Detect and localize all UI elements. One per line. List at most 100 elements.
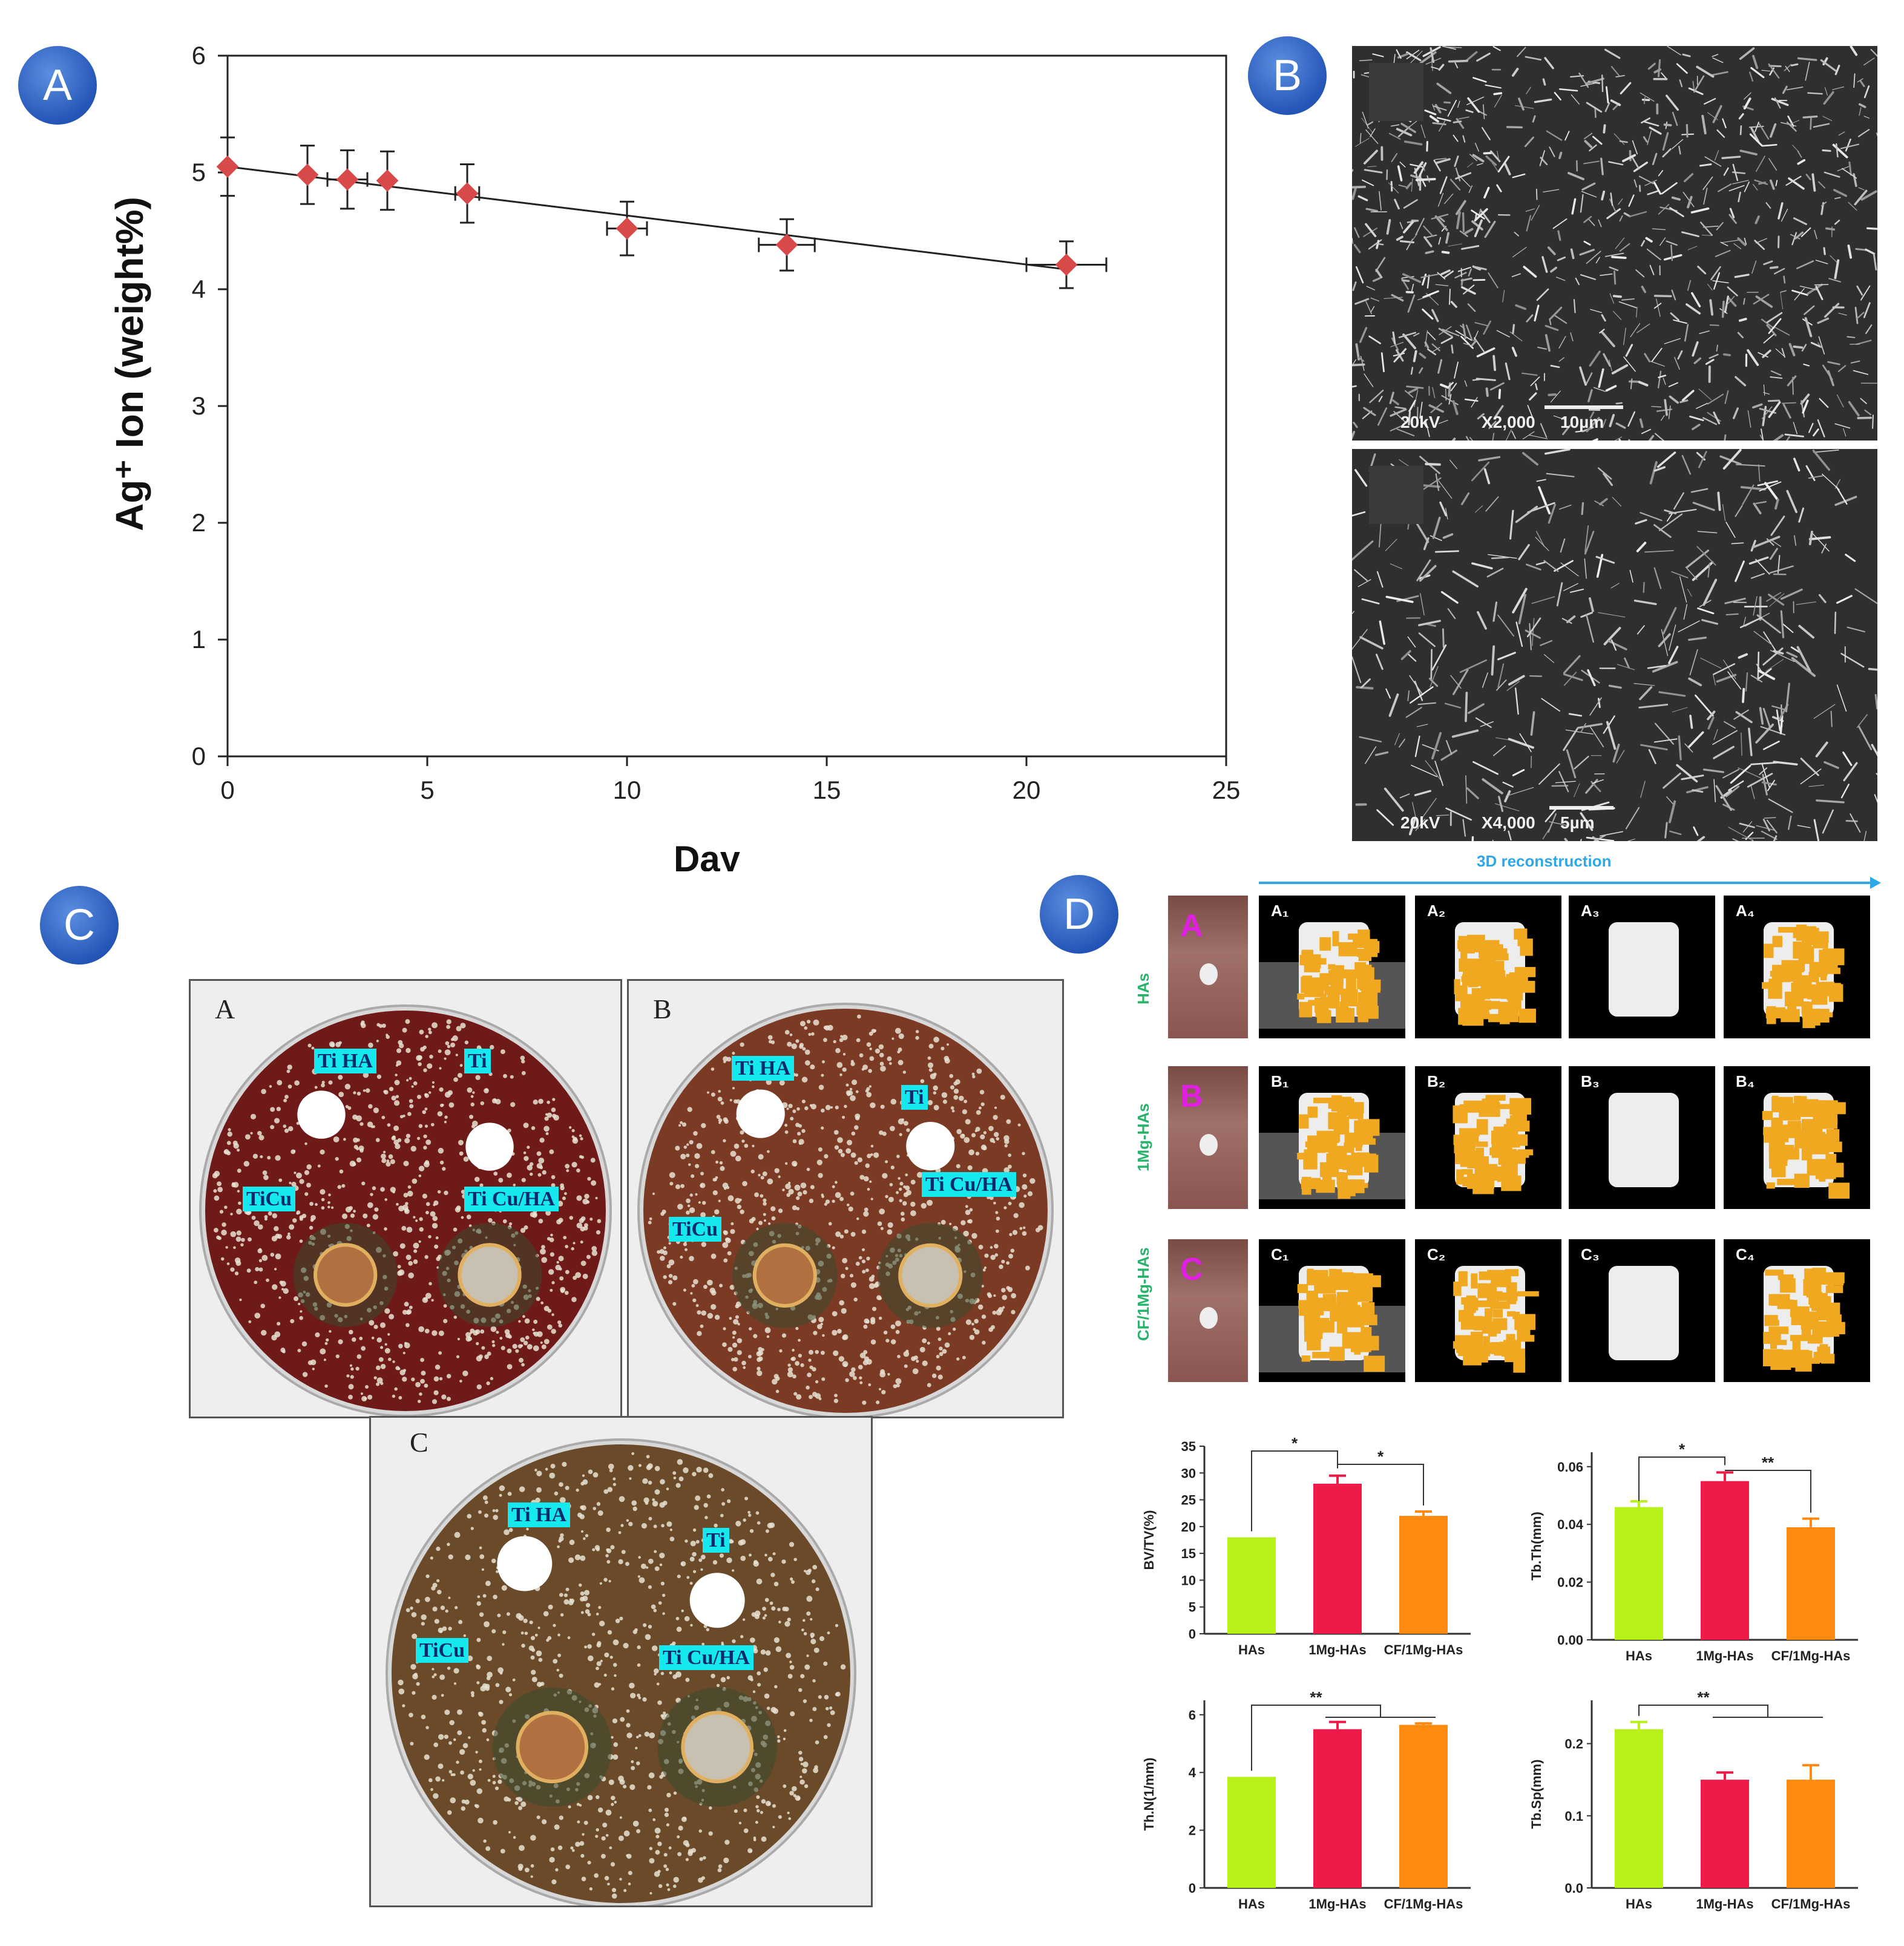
bacterial-colony (309, 1225, 314, 1230)
bacterial-colony (798, 1751, 803, 1755)
sem-crystal (1448, 243, 1462, 247)
bacterial-colony (797, 1191, 803, 1197)
bacterial-colony (1001, 1288, 1006, 1292)
sem-crystal (1496, 330, 1510, 338)
bacterial-colony (424, 1754, 430, 1760)
sem-crystal (1697, 266, 1707, 275)
sem-crystal (1788, 815, 1792, 830)
sem-crystal (1515, 687, 1519, 715)
sem-crystal (1734, 274, 1750, 278)
bacterial-colony (444, 1734, 448, 1739)
sem-crystal (1515, 304, 1527, 310)
sem-crystal (1848, 161, 1852, 176)
bacterial-colony (476, 1601, 481, 1606)
bacterial-colony (781, 1333, 787, 1338)
bacterial-colony (899, 1199, 902, 1202)
sem-crystal (1670, 244, 1673, 261)
bacterial-colony (534, 1633, 538, 1637)
sem-crystal (1800, 393, 1810, 405)
bacterial-colony (788, 1182, 791, 1185)
bacterial-colony (1022, 1152, 1025, 1155)
bacterial-colony (761, 1348, 764, 1351)
bacterial-colony (399, 1243, 405, 1249)
bone-ingrowth (1331, 1096, 1351, 1107)
bone-ingrowth (1792, 1352, 1806, 1367)
sem-crystal (1606, 721, 1617, 750)
bacterial-colony (789, 1577, 793, 1581)
sem-crystal (1820, 201, 1827, 207)
sem-crystal (1430, 402, 1443, 413)
bacterial-colony (895, 1027, 901, 1034)
bacterial-colony (540, 1341, 543, 1344)
bacterial-colony (686, 1198, 691, 1204)
sem-crystal (1609, 266, 1619, 271)
sem-crystal (1649, 264, 1655, 275)
sem-crystal (1457, 100, 1460, 108)
sem-crystal (1449, 289, 1451, 305)
bacterial-colony (722, 1182, 729, 1188)
bacterial-colony (421, 1622, 425, 1626)
bacterial-colony (619, 1878, 622, 1881)
bacterial-colony (255, 1266, 260, 1272)
bacterial-colony (688, 1850, 693, 1856)
bacterial-colony (596, 1795, 600, 1800)
bacterial-colony (878, 1387, 882, 1391)
bacterial-colony (965, 1119, 971, 1125)
bacterial-colony (550, 1252, 555, 1257)
sem-crystal (1754, 179, 1768, 185)
bone-ingrowth (1301, 951, 1308, 956)
sample-disc (497, 1536, 553, 1591)
sem-crystal (1696, 402, 1708, 409)
bacterial-colony (666, 1487, 669, 1490)
bacterial-colony (687, 1204, 691, 1208)
bacterial-colony (436, 1590, 442, 1594)
sem-crystal (1738, 191, 1741, 203)
bacterial-colony (428, 1282, 432, 1286)
bacterial-colony (607, 1630, 612, 1635)
sem-crystal (1619, 140, 1628, 143)
bacterial-colony (880, 1066, 886, 1072)
sem-crystal (1766, 538, 1774, 546)
bacterial-colony (481, 1568, 484, 1571)
sem-crystal (1547, 246, 1556, 255)
sem-crystal (1545, 334, 1551, 352)
bacterial-colony (777, 1739, 781, 1743)
sem-crystal (1696, 65, 1715, 78)
bar (1313, 1484, 1362, 1634)
sem-crystal (1573, 299, 1576, 313)
sem-crystal (1459, 659, 1488, 673)
bacterial-colony (965, 1210, 971, 1215)
bacterial-colony (384, 1343, 387, 1346)
bacterial-colony (418, 1124, 423, 1129)
bacterial-colony (893, 1384, 898, 1389)
bacterial-colony (507, 1798, 511, 1802)
sem-crystal (1583, 160, 1600, 165)
sem-crystal (1715, 249, 1731, 257)
bacterial-colony (859, 1352, 866, 1358)
bacterial-colony (418, 1055, 422, 1060)
sem-crystal (1468, 185, 1473, 193)
bone-ingrowth (1795, 1096, 1804, 1110)
sem-crystal (1607, 640, 1627, 650)
bacterial-colony (434, 1619, 439, 1624)
sem-crystal (1425, 462, 1441, 466)
bacterial-colony (714, 1523, 718, 1528)
bacterial-colony (433, 1376, 439, 1382)
bacterial-colony (573, 1242, 576, 1245)
bacterial-colony (320, 1149, 325, 1155)
bacterial-colony (547, 1100, 550, 1104)
sem-crystal (1770, 516, 1785, 536)
sem-crystal (1445, 807, 1472, 821)
bacterial-colony (439, 1087, 444, 1092)
bacterial-colony (433, 1200, 439, 1206)
bacterial-colony (492, 1781, 496, 1784)
bone-ingrowth (1796, 926, 1816, 936)
bone-ingrowth (1490, 1301, 1510, 1309)
bacterial-colony (720, 1166, 725, 1171)
bone-ingrowth (1471, 1173, 1485, 1188)
sem-crystal (1483, 468, 1491, 485)
bacterial-colony (666, 1521, 672, 1527)
bacterial-colony (979, 1090, 985, 1095)
bone-ingrowth (1356, 1138, 1376, 1145)
bacterial-colony (476, 1665, 481, 1669)
